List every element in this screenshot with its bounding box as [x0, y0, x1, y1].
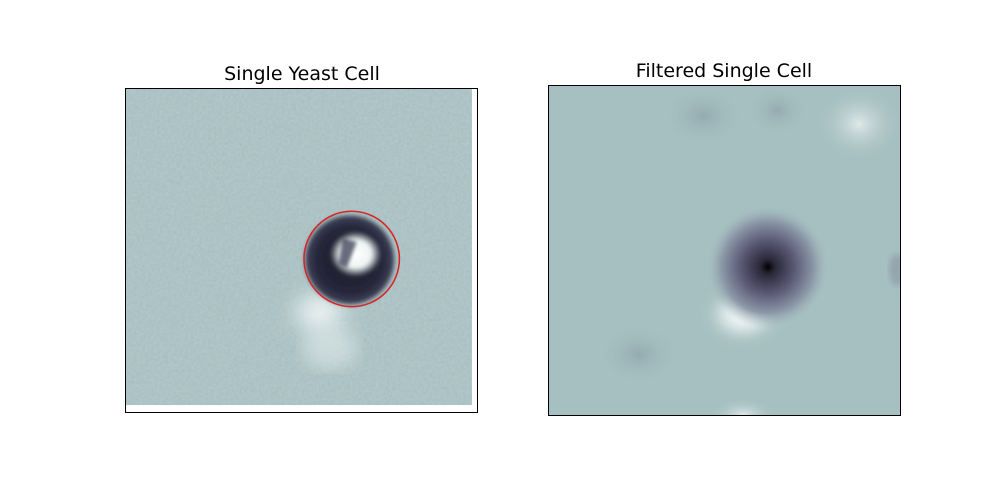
panel-title-filtered-single-cell: Filtered Single Cell — [635, 60, 813, 82]
image-panel-filtered-single-cell — [548, 85, 901, 416]
yeast-cell-image — [126, 89, 477, 412]
filtered-cell-image — [549, 86, 900, 415]
detection-circle — [303, 210, 401, 308]
image-panel-single-yeast-cell — [125, 88, 478, 413]
panel-title-single-yeast-cell: Single Yeast Cell — [224, 63, 380, 85]
